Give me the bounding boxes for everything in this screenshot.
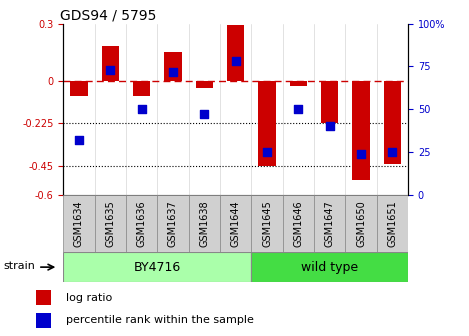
Bar <box>36 290 51 305</box>
Bar <box>36 313 51 328</box>
Text: GSM1644: GSM1644 <box>231 200 241 247</box>
Bar <box>70 81 88 96</box>
Bar <box>321 81 338 123</box>
Bar <box>227 26 244 81</box>
Text: strain: strain <box>3 261 35 270</box>
Bar <box>384 81 401 164</box>
Point <box>201 112 208 117</box>
Bar <box>345 195 377 252</box>
Bar <box>95 195 126 252</box>
Bar <box>63 252 251 282</box>
Point <box>138 107 145 112</box>
Bar <box>352 81 370 180</box>
Point <box>232 58 239 64</box>
Text: GSM1647: GSM1647 <box>325 200 335 247</box>
Bar <box>377 195 408 252</box>
Point <box>357 151 365 157</box>
Text: BY4716: BY4716 <box>134 261 181 274</box>
Bar <box>196 81 213 88</box>
Bar <box>290 81 307 86</box>
Text: GSM1650: GSM1650 <box>356 200 366 247</box>
Bar <box>63 195 95 252</box>
Bar <box>220 195 251 252</box>
Text: GSM1637: GSM1637 <box>168 200 178 247</box>
Text: GSM1646: GSM1646 <box>293 200 303 247</box>
Text: GSM1645: GSM1645 <box>262 200 272 247</box>
Bar <box>157 195 189 252</box>
Point <box>263 150 271 155</box>
Bar <box>133 81 150 96</box>
Text: percentile rank within the sample: percentile rank within the sample <box>66 316 254 325</box>
Point <box>295 107 302 112</box>
Text: GDS94 / 5795: GDS94 / 5795 <box>60 8 156 23</box>
Text: GSM1638: GSM1638 <box>199 200 209 247</box>
Point <box>75 137 83 143</box>
Bar <box>251 252 408 282</box>
Bar <box>189 195 220 252</box>
Bar <box>102 46 119 81</box>
Bar <box>126 195 157 252</box>
Text: GSM1636: GSM1636 <box>136 200 147 247</box>
Bar <box>164 52 182 81</box>
Bar <box>283 195 314 252</box>
Text: GSM1635: GSM1635 <box>106 200 115 247</box>
Point <box>169 69 177 74</box>
Bar <box>314 195 345 252</box>
Bar <box>251 195 283 252</box>
Point <box>106 67 114 73</box>
Text: wild type: wild type <box>301 261 358 274</box>
Bar <box>258 81 276 166</box>
Text: GSM1651: GSM1651 <box>387 200 397 247</box>
Point <box>389 150 396 155</box>
Point <box>326 124 333 129</box>
Text: log ratio: log ratio <box>66 293 112 303</box>
Text: GSM1634: GSM1634 <box>74 200 84 247</box>
